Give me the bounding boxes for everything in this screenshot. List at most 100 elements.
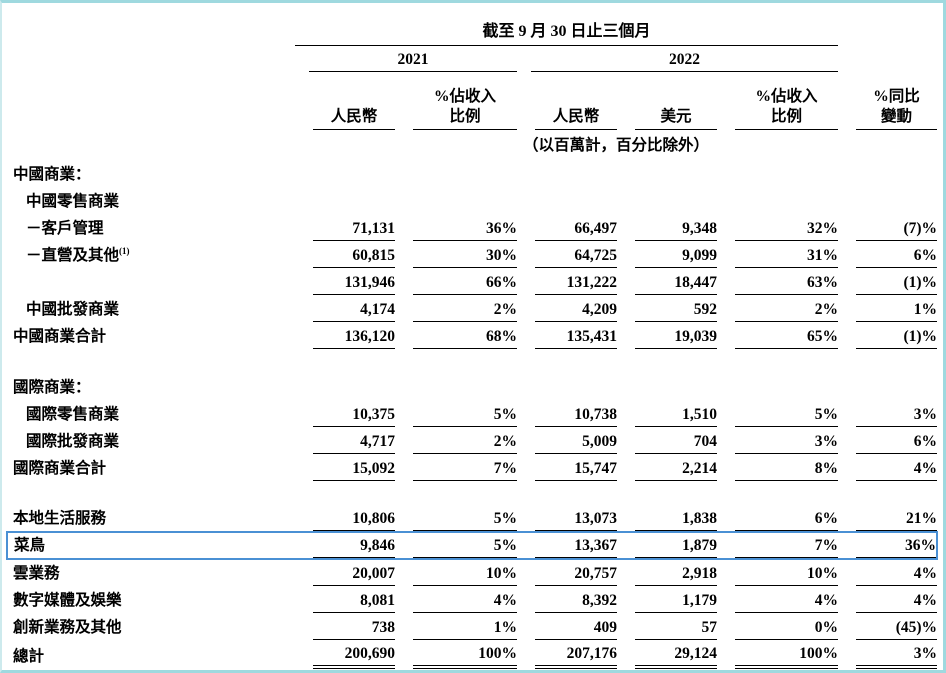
cell-text: 1,879	[635, 537, 717, 558]
value-cell: 2,918	[617, 559, 717, 586]
cell-text: 65%	[735, 328, 839, 349]
value-cell: 1,838	[617, 505, 717, 532]
spacer-row	[7, 481, 937, 505]
cell-text: 6%	[856, 247, 938, 268]
table-row: 131,946 66% 131,222 18,447 63% (1)%	[7, 268, 938, 295]
cell-text: 100%	[735, 645, 839, 669]
cell-text: 8,081	[313, 592, 395, 613]
row-label: 總計	[13, 648, 45, 665]
value-cell: 9,846	[295, 531, 395, 560]
row-label: －客戶管理	[26, 220, 104, 237]
col-header-label: 人民幣	[535, 107, 617, 130]
table-body: 中國商業： 中國零售商業 －客戶管理 71,131 36% 66,497 9,348 32% (…	[6, 160, 939, 669]
cell-text: 200,690	[313, 645, 395, 669]
col-header-usd-2022: 美元	[617, 72, 717, 130]
cell-text: 31%	[735, 247, 839, 268]
value-cell: 18,447	[617, 268, 717, 295]
cell-text: 8%	[735, 460, 839, 481]
value-cell: 13,073	[517, 505, 617, 532]
value-cell: 2%	[395, 427, 517, 454]
cell-text: 5%	[413, 537, 517, 558]
table-row: 總計 200,690 100% 207,176 29,124 100% 3%	[7, 640, 938, 669]
col-header-yoy-change: %同比 變動	[838, 72, 938, 130]
value-cell: 65%	[717, 322, 839, 349]
cell-text: 1,510	[635, 406, 717, 427]
value-cell: (45)%	[838, 613, 938, 640]
value-cell	[517, 373, 617, 400]
value-cell: 131,946	[295, 268, 395, 295]
value-cell: (7)%	[838, 214, 938, 241]
value-cell: 20,757	[517, 559, 617, 586]
table-row: 中國零售商業	[7, 187, 937, 214]
cell-text: 135,431	[535, 328, 617, 349]
cell-text: 2,214	[635, 460, 717, 481]
cell-text: 738	[313, 619, 395, 640]
value-cell	[395, 187, 517, 214]
cell-text: 10%	[735, 565, 839, 586]
cell-text: 10%	[413, 565, 517, 586]
row-label: －直營及其他(1)	[26, 245, 130, 264]
spacer-row	[7, 349, 937, 373]
col-header-rmb-2021: 人民幣	[295, 72, 395, 130]
value-cell: 8,081	[295, 586, 395, 613]
value-cell	[295, 373, 395, 400]
value-cell	[717, 373, 838, 400]
table-row: 國際商業：	[7, 373, 937, 400]
cell-text: 60,815	[313, 247, 395, 268]
cell-text: 29,124	[635, 645, 717, 669]
value-cell: 10%	[395, 559, 517, 586]
column-header-row: 人民幣 %佔收入 比例 人民幣 美元 %佔收入 比例 %同比 變動	[7, 72, 938, 130]
value-cell: 9,099	[617, 241, 717, 268]
row-label: 國際商業合計	[13, 460, 107, 477]
value-cell: 64,725	[517, 241, 617, 268]
cell-text: 592	[635, 301, 717, 322]
value-cell: 5%	[717, 400, 839, 427]
value-cell: (1)%	[838, 322, 938, 349]
table-row: 國際商業合計 15,092 7% 15,747 2,214 8% 4%	[7, 454, 938, 481]
col-header-label: %同比 變動	[856, 87, 938, 130]
cell-text: 3%	[856, 406, 938, 427]
table-row: 國際批發商業 4,717 2% 5,009 704 3% 6%	[7, 427, 938, 454]
value-cell	[717, 187, 838, 214]
value-cell: 71,131	[295, 214, 395, 241]
empty-cell	[7, 11, 295, 45]
row-label: 中國商業合計	[13, 328, 107, 345]
table-row: －客戶管理 71,131 36% 66,497 9,348 32% (7)%	[7, 214, 938, 241]
cell-text: 19,039	[635, 328, 717, 349]
value-cell: 10,375	[295, 400, 395, 427]
value-cell: 1,510	[617, 400, 717, 427]
value-cell: 0%	[717, 613, 839, 640]
cell-text: 2%	[413, 433, 517, 454]
cell-text: 66%	[413, 274, 517, 295]
row-label: 國際批發商業	[26, 433, 120, 450]
value-cell: 4,174	[295, 295, 395, 322]
cell-text: 15,092	[313, 460, 395, 481]
cell-text: 66,497	[535, 220, 617, 241]
value-cell: 63%	[717, 268, 839, 295]
cell-text: 2%	[735, 301, 839, 322]
value-cell	[617, 160, 717, 187]
value-cell	[617, 373, 717, 400]
value-cell: 704	[617, 427, 717, 454]
cell-text: 207,176	[535, 645, 617, 669]
cell-text: 704	[635, 433, 717, 454]
cell-text: 4%	[856, 565, 938, 586]
col-header-rmb-2022: 人民幣	[517, 72, 617, 130]
value-cell: (1)%	[838, 268, 938, 295]
value-cell: 57	[617, 613, 717, 640]
empty-cell	[7, 72, 295, 130]
value-cell: 9,348	[617, 214, 717, 241]
table-row: 本地生活服務 10,806 5% 13,073 1,838 6% 21%	[7, 505, 938, 532]
value-cell: 19,039	[617, 322, 717, 349]
empty-cell	[838, 11, 937, 45]
cell-text: 4%	[856, 592, 938, 613]
value-cell: 30%	[395, 241, 517, 268]
cell-text: 64,725	[535, 247, 617, 268]
cell-text: 1%	[856, 301, 938, 322]
value-cell: 20,007	[295, 559, 395, 586]
cell-text: 57	[635, 619, 717, 640]
value-cell: 10,738	[517, 400, 617, 427]
table-row: 中國商業合計 136,120 68% 135,431 19,039 65% (1)%	[7, 322, 938, 349]
spacer-cell	[7, 349, 937, 373]
value-cell: 5%	[395, 400, 517, 427]
